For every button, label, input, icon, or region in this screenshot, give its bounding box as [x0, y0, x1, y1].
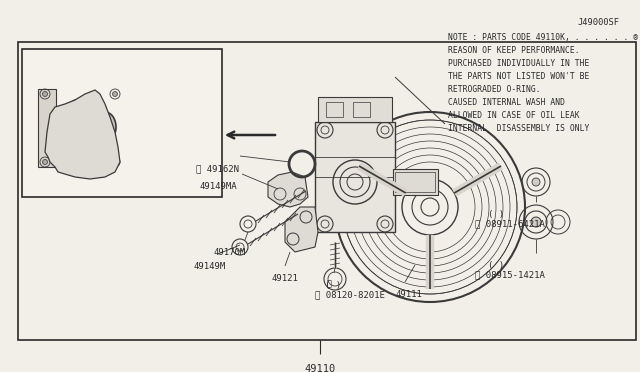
Text: Ⓡ 08915-1421A: Ⓡ 08915-1421A	[475, 270, 545, 279]
Circle shape	[113, 92, 118, 96]
Text: ( ): ( )	[325, 281, 341, 290]
Text: 49149M: 49149M	[193, 262, 225, 271]
Circle shape	[42, 160, 47, 164]
Polygon shape	[45, 90, 120, 179]
Text: Ⓢ 08120-8201E: Ⓢ 08120-8201E	[315, 290, 385, 299]
Ellipse shape	[98, 117, 112, 137]
Text: ALLOWED IN CASE OF OIL LEAK: ALLOWED IN CASE OF OIL LEAK	[448, 111, 580, 120]
Text: INTERNAL  DISASSEMBLY IS ONLY: INTERNAL DISASSEMBLY IS ONLY	[448, 124, 589, 133]
Text: Ⓡ 08911-6421A: Ⓡ 08911-6421A	[475, 219, 545, 228]
Ellipse shape	[94, 112, 116, 142]
Text: 49121: 49121	[272, 274, 299, 283]
Text: 49149MA: 49149MA	[200, 182, 237, 191]
Ellipse shape	[60, 99, 100, 154]
Text: PURCHASED INDIVIDUALLY IN THE: PURCHASED INDIVIDUALLY IN THE	[448, 59, 589, 68]
Text: CAUSED INTERNAL WASH AND: CAUSED INTERNAL WASH AND	[448, 98, 565, 107]
Bar	[315, 122, 395, 232]
Text: ( ): ( )	[488, 261, 504, 270]
Text: NOTE : PARTS CODE 49110K, . . . . . . ®: NOTE : PARTS CODE 49110K, . . . . . . ®	[448, 33, 638, 42]
Bar	[395, 172, 435, 192]
Bar	[326, 102, 343, 117]
Circle shape	[531, 217, 541, 227]
Text: J49000SF: J49000SF	[578, 18, 620, 27]
Bar	[22, 49, 222, 197]
Circle shape	[113, 160, 118, 164]
Text: 49110: 49110	[305, 364, 335, 372]
Text: 49111: 49111	[396, 290, 423, 299]
Polygon shape	[285, 207, 318, 252]
Text: REASON OF KEEP PERFORMANCE.: REASON OF KEEP PERFORMANCE.	[448, 46, 580, 55]
Bar	[353, 102, 370, 117]
Text: ( ): ( )	[488, 210, 504, 219]
Bar	[315, 157, 395, 177]
Polygon shape	[268, 172, 308, 207]
Bar	[393, 169, 438, 195]
Text: THE PARTS NOT LISTED WON'T BE: THE PARTS NOT LISTED WON'T BE	[448, 72, 589, 81]
Bar	[318, 97, 392, 122]
Text: Ⓢ: Ⓢ	[326, 279, 332, 289]
Text: RETROGRADED O-RING.: RETROGRADED O-RING.	[448, 85, 541, 94]
Ellipse shape	[66, 106, 94, 148]
Circle shape	[42, 92, 47, 96]
Bar	[0, 342, 640, 372]
Text: Ⓢ 49162N: Ⓢ 49162N	[196, 164, 239, 173]
Circle shape	[532, 178, 540, 186]
Bar	[18, 42, 636, 340]
Bar	[38, 89, 56, 167]
Text: 49170M: 49170M	[213, 248, 245, 257]
